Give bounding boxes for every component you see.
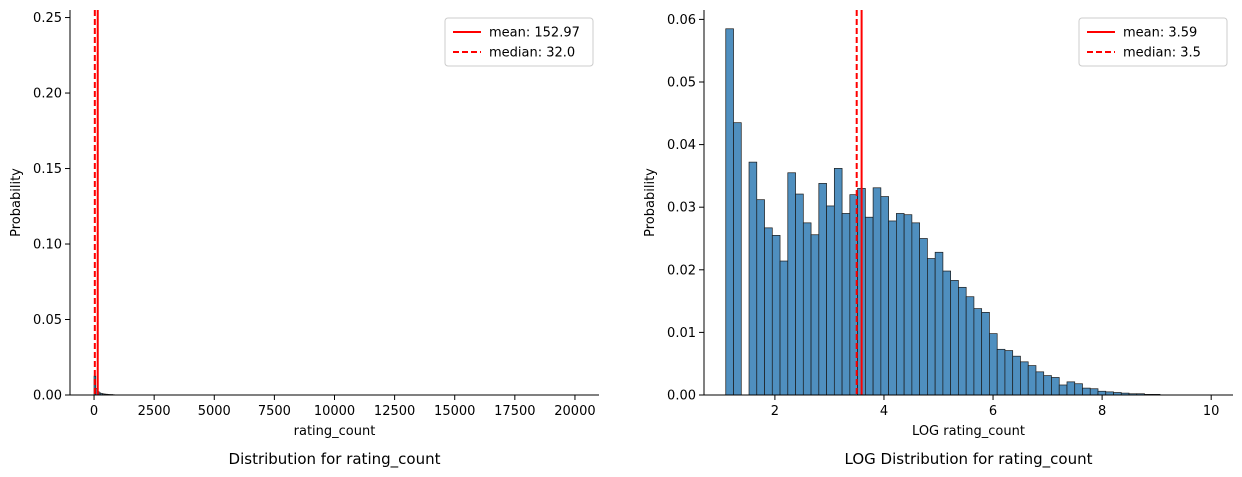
legend-label: mean: 152.97: [489, 26, 580, 41]
x-tick-label: 7500: [258, 404, 291, 419]
histogram-bar: [927, 258, 936, 396]
histogram-bar: [1051, 377, 1060, 396]
histogram-bar: [764, 227, 773, 396]
y-tick-label: 0.06: [667, 13, 696, 28]
y-tick-label: 0.02: [667, 263, 696, 278]
legend: mean: 3.59 median: 3.5: [1078, 17, 1228, 67]
histogram-bar: [826, 205, 835, 396]
x-tick-label: 15000: [434, 404, 475, 419]
histogram-bar: [1004, 350, 1014, 396]
histogram-bar: [771, 235, 781, 396]
y-tick-label: 0.00: [33, 389, 62, 404]
x-tick-label: 4: [880, 404, 888, 419]
legend-box: [1078, 17, 1228, 67]
x-tick-label: 20000: [554, 404, 595, 419]
histogram-bar: [725, 28, 734, 396]
legend-label: median: 32.0: [489, 46, 575, 61]
histogram-bar: [795, 193, 804, 396]
histogram-bar: [950, 280, 959, 396]
histogram-bar: [733, 122, 742, 396]
histogram-bar: [779, 260, 789, 396]
histogram-bar: [1097, 390, 1107, 396]
x-tick-label: 5000: [198, 404, 231, 419]
histogram-bar: [748, 161, 758, 396]
histogram-bar: [888, 220, 897, 396]
histogram-bar: [1066, 381, 1076, 396]
histogram-bar: [934, 251, 944, 396]
y-tick-label: 0.05: [33, 313, 62, 328]
subplot-title: LOG Distribution for rating_count: [845, 450, 1093, 469]
histogram-bar: [973, 308, 983, 396]
histogram-bar: [787, 172, 796, 396]
y-tick-label: 0.20: [33, 87, 62, 102]
y-tick-label: 0.03: [667, 201, 696, 216]
histogram-bar: [958, 286, 967, 396]
histogram-bar: [965, 296, 975, 396]
histogram-bar: [802, 222, 812, 396]
log-distribution-panel: 2 4 6 8 10 0.00 0.01 0.02 0.03 0.04 0.05 0.06 LOG ra…: [643, 10, 1233, 469]
x-tick-label: 2: [771, 404, 779, 419]
histogram-bar: [896, 213, 905, 396]
y-tick-label: 0.01: [667, 326, 696, 341]
histogram-bar: [919, 238, 928, 396]
y-tick-label: 0.00: [667, 389, 696, 404]
x-tick-label: 0: [90, 404, 98, 419]
histogram-bar: [1012, 355, 1021, 396]
x-tick-label: 2500: [138, 404, 171, 419]
histogram-bar: [833, 168, 843, 396]
y-tick-label: 0.04: [667, 138, 696, 153]
y-tick-label: 0.05: [667, 75, 696, 90]
x-tick-label: 12500: [374, 404, 415, 419]
histogram-bar: [1035, 371, 1045, 396]
histogram-bar: [1020, 361, 1029, 396]
histogram-bar: [810, 234, 820, 396]
x-tick-label: 8: [1098, 404, 1106, 419]
y-axis-label: Probability: [9, 168, 24, 237]
histogram-bar: [1089, 388, 1099, 396]
raw-distribution-panel: 0 2500 5000 7500 10000 12500 15000 17500 20000 0.…: [9, 10, 599, 469]
x-tick-label: 17500: [494, 404, 535, 419]
histogram-bar: [1074, 383, 1083, 396]
x-axis-label: rating_count: [294, 424, 376, 439]
x-tick-label: 10000: [314, 404, 355, 419]
histogram-bar: [865, 216, 874, 396]
histogram-bar: [1027, 365, 1037, 396]
histogram-bar: [942, 270, 952, 396]
histogram-bar: [996, 348, 1006, 396]
histogram-bar: [880, 196, 889, 396]
histogram-bar: [1082, 387, 1091, 396]
x-axis-label: LOG rating_count: [912, 424, 1025, 439]
histogram-bar: [989, 333, 998, 396]
y-axis-label: Probability: [643, 168, 658, 237]
histogram-bar: [911, 222, 920, 396]
histogram-bar: [756, 199, 765, 396]
legend-label: median: 3.5: [1123, 46, 1201, 61]
y-tick-label: 0.10: [33, 238, 62, 253]
legend-label: mean: 3.59: [1123, 26, 1197, 41]
legend: mean: 152.97 median: 32.0: [444, 17, 594, 67]
histogram-bar: [1058, 384, 1068, 396]
x-tick-label: 10: [1203, 404, 1220, 419]
histogram-bar: [903, 214, 913, 396]
histogram-bar: [1043, 375, 1052, 396]
y-tick-label: 0.15: [33, 162, 62, 177]
histogram-bar: [872, 187, 882, 396]
histogram-bar: [981, 312, 990, 396]
y-tick-label: 0.25: [33, 11, 62, 26]
histogram-bar: [818, 183, 827, 396]
legend-box: [444, 17, 594, 67]
x-tick-label: 6: [989, 404, 997, 419]
subplot-title: Distribution for rating_count: [229, 450, 441, 469]
histogram-bar: [841, 213, 851, 396]
